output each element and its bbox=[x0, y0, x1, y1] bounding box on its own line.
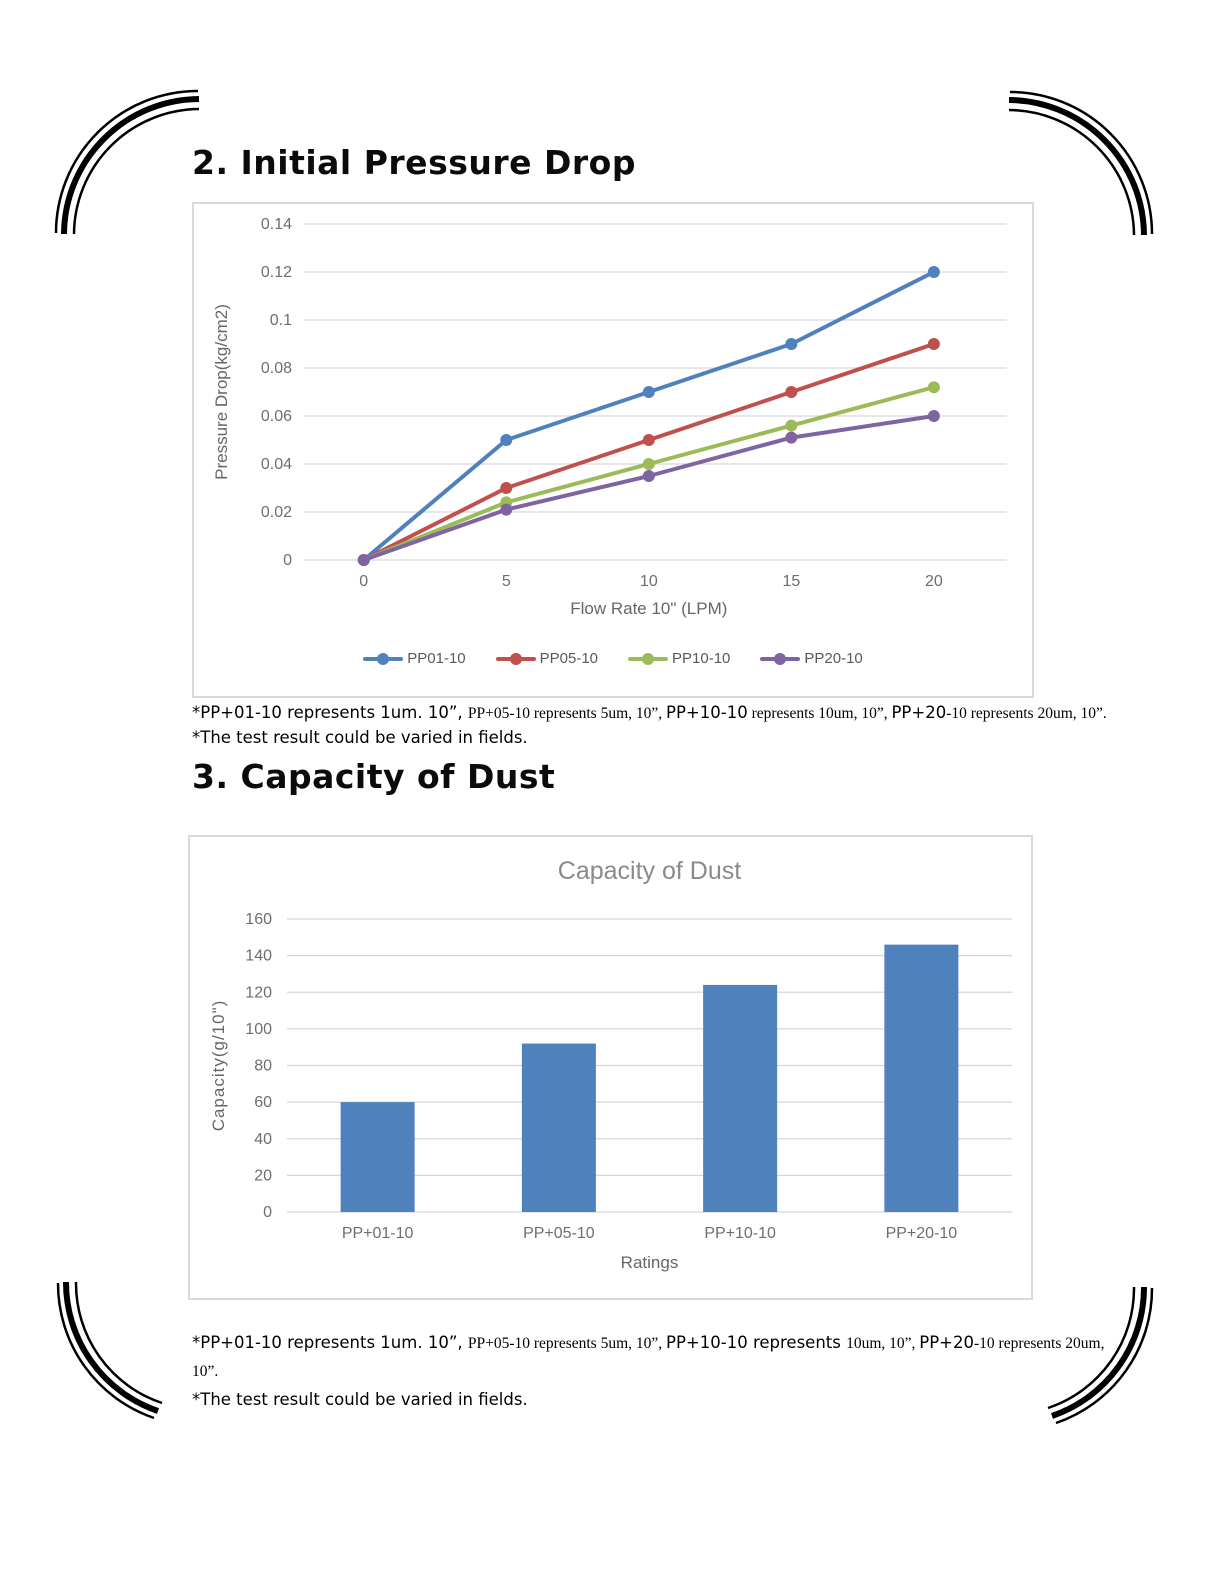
y-tick-label: 160 bbox=[245, 911, 272, 928]
data-point-marker bbox=[357, 554, 370, 566]
footnote-segment: *PP+01-10 represents 1um. 10”, bbox=[192, 1333, 468, 1352]
y-tick-label: 0.1 bbox=[270, 312, 292, 329]
legend-dot bbox=[509, 652, 522, 665]
data-point-marker bbox=[500, 503, 513, 516]
footnote-line: 10”. bbox=[192, 1363, 219, 1380]
legend-dot bbox=[642, 652, 654, 665]
y-axis-title: Pressure Drop(kg/cm2) bbox=[212, 304, 231, 480]
legend-item-PP05-10: PP05-10 bbox=[495, 650, 598, 667]
legend-marker bbox=[495, 652, 536, 665]
legend-marker bbox=[363, 652, 404, 665]
footnote-segment: -10 represents 20um, 10”. bbox=[946, 705, 1107, 722]
y-tick-label: 0 bbox=[283, 552, 292, 569]
y-tick-label: 0.12 bbox=[261, 264, 292, 281]
data-point-marker bbox=[642, 470, 655, 482]
corner-swoosh-bottom-left bbox=[56, 1281, 163, 1420]
legend-marker bbox=[628, 652, 668, 665]
x-tick-label: PP+20-10 bbox=[886, 1225, 958, 1242]
y-axis-title: Capacity(g/10") bbox=[209, 1000, 228, 1132]
y-tick-label: 80 bbox=[254, 1058, 272, 1075]
bar-chart-svg: Capacity of Dust 0 20 40 60 80 100 120 140 160 PP+… bbox=[209, 857, 1012, 1272]
bar-PP+10-10 bbox=[703, 984, 778, 1212]
pressure-drop-chart: 0 0.02 0.04 0.06 0.08 0.1 0.12 0.14 0 5 10 15 20 Flow… bbox=[192, 202, 1034, 698]
data-point-marker bbox=[500, 482, 513, 494]
x-tick-label: 5 bbox=[502, 573, 511, 590]
bar-PP+01-10 bbox=[340, 1102, 415, 1212]
y-tick-label: 0.06 bbox=[261, 408, 292, 425]
data-point-marker bbox=[785, 338, 798, 350]
legend-dot bbox=[377, 652, 390, 665]
footnote-segment: PP+20 bbox=[919, 1333, 975, 1352]
data-point-marker bbox=[642, 434, 655, 446]
data-point-marker bbox=[785, 419, 798, 432]
y-tick-label: 0.04 bbox=[261, 456, 292, 473]
data-point-marker bbox=[785, 431, 798, 444]
legend-dot bbox=[774, 652, 787, 665]
data-point-marker bbox=[927, 381, 940, 394]
footnote-line: *PP+01-10 represents 1um. 10”, PP+05-10 … bbox=[192, 1329, 1157, 1358]
y-tick-label: 100 bbox=[245, 1021, 272, 1038]
legend-item-PP01-10: PP01-10 bbox=[363, 650, 466, 667]
footnote-segment: 10um, 10”, bbox=[846, 1335, 920, 1352]
footnote-segment: PP+20 bbox=[891, 703, 947, 722]
data-point-marker bbox=[785, 386, 798, 398]
dust-capacity-chart: Capacity of Dust 0 20 40 60 80 100 120 140 160 PP+… bbox=[188, 835, 1033, 1300]
data-point-marker bbox=[927, 266, 940, 278]
x-axis-title: Flow Rate 10" (LPM) bbox=[570, 599, 727, 618]
data-point-marker bbox=[642, 458, 655, 470]
x-axis-title: Ratings bbox=[621, 1253, 679, 1272]
footnote-segment: PP+10-10 represents bbox=[666, 1333, 847, 1352]
x-tick-label: 15 bbox=[782, 573, 800, 590]
bar-PP+20-10 bbox=[884, 944, 959, 1212]
x-tick-label: PP+01-10 bbox=[342, 1225, 414, 1242]
footnote-line: *The test result could be varied in fiel… bbox=[192, 1390, 528, 1409]
footnote-pressure-drop: *PP+01-10 represents 1um. 10”, PP+05-10 … bbox=[192, 701, 1225, 750]
legend-item-PP10-10: PP10-10 bbox=[628, 650, 730, 667]
y-tick-label: 0.02 bbox=[261, 504, 292, 521]
footnote-segment: PP+10-10 bbox=[666, 703, 748, 722]
y-tick-label: 60 bbox=[254, 1094, 272, 1111]
data-point-marker bbox=[642, 386, 655, 398]
footnote-segment: PP+05-10 represents 5um, 10”, bbox=[467, 1335, 667, 1352]
footnote-line: *PP+01-10 represents 1um. 10”, PP+05-10 … bbox=[192, 701, 1225, 726]
data-point-marker bbox=[500, 434, 513, 446]
corner-swoosh-top-left bbox=[54, 89, 200, 235]
y-tick-label: 20 bbox=[254, 1167, 272, 1184]
y-tick-label: 0.14 bbox=[261, 216, 292, 233]
legend-label: PP10-10 bbox=[672, 650, 731, 667]
footnote-dust-capacity: *PP+01-10 represents 1um. 10”, PP+05-10 … bbox=[192, 1329, 1157, 1414]
x-tick-label: 0 bbox=[359, 573, 368, 590]
chart-title: Capacity of Dust bbox=[558, 857, 741, 885]
x-tick-label: PP+05-10 bbox=[523, 1225, 595, 1242]
x-tick-label: PP+10-10 bbox=[704, 1225, 776, 1242]
legend-label: PP05-10 bbox=[539, 650, 598, 667]
data-point-marker bbox=[927, 338, 940, 350]
y-tick-label: 140 bbox=[245, 948, 272, 965]
footnote-segment: represents 10um, 10”, bbox=[747, 705, 892, 722]
y-tick-label: 120 bbox=[245, 984, 272, 1001]
bar-PP+05-10 bbox=[521, 1043, 596, 1212]
legend-item-PP20-10: PP20-10 bbox=[760, 650, 863, 667]
section-2-title: 2. Initial Pressure Drop bbox=[192, 143, 636, 182]
y-tick-label: 40 bbox=[254, 1131, 272, 1148]
x-tick-label: 20 bbox=[925, 573, 943, 590]
data-point-marker bbox=[927, 410, 940, 422]
footnote-segment: PP+05-10 represents 5um, 10”, bbox=[467, 705, 667, 722]
series-line-PP05-10 bbox=[361, 342, 936, 562]
section-3-title: 3. Capacity of Dust bbox=[192, 757, 556, 796]
y-tick-label: 0.08 bbox=[261, 360, 292, 377]
x-tick-label: 10 bbox=[640, 573, 658, 590]
legend-marker bbox=[760, 652, 801, 665]
legend-label: PP20-10 bbox=[804, 650, 863, 667]
footnote-segment: *PP+01-10 represents 1um. 10”, bbox=[192, 703, 468, 722]
footnote-segment: -10 represents 20um, bbox=[974, 1335, 1105, 1352]
y-tick-label: 0 bbox=[263, 1204, 272, 1221]
chart-legend: PP01-10 PP05-10 PP10-10 PP20-10 bbox=[194, 650, 1032, 667]
footnote-line: *The test result could be varied in fiel… bbox=[192, 728, 528, 747]
legend-label: PP01-10 bbox=[407, 650, 466, 667]
line-chart-svg: 0 0.02 0.04 0.06 0.08 0.1 0.12 0.14 0 5 10 15 20 Flow… bbox=[212, 216, 1007, 618]
